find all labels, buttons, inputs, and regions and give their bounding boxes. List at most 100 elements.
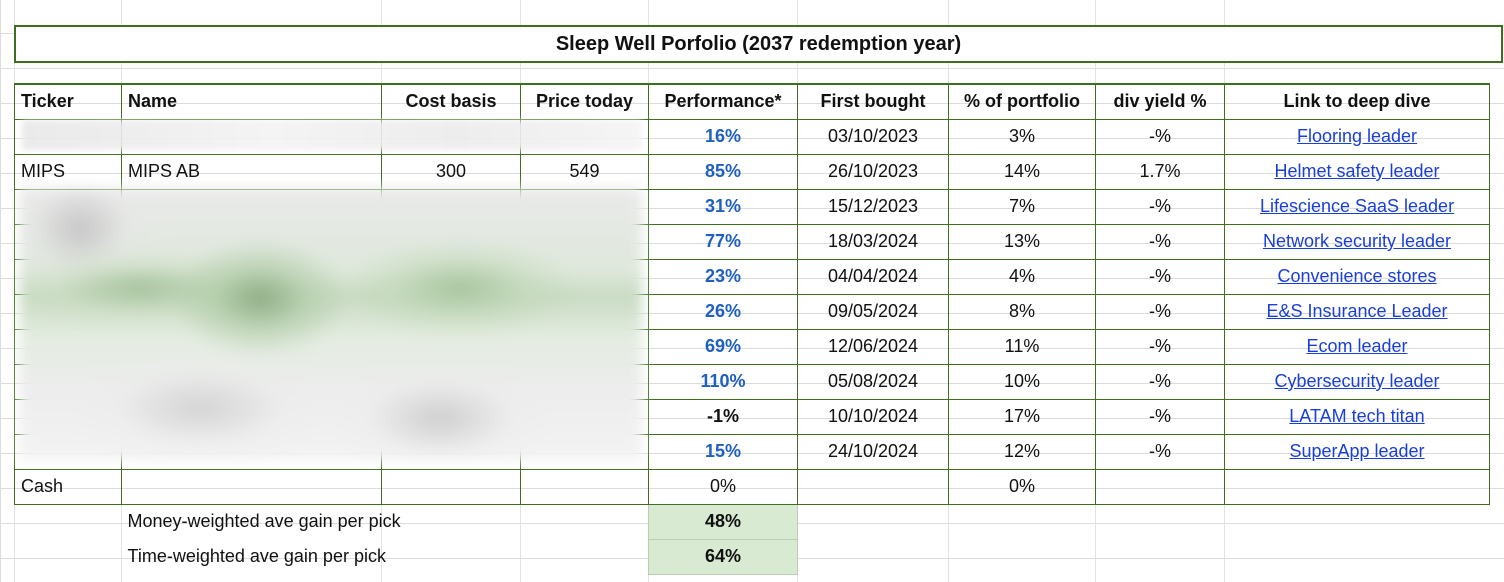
name-cell[interactable] <box>121 328 382 365</box>
performance-cell[interactable]: 16% <box>648 118 798 155</box>
link-cell[interactable]: Helmet safety leader <box>1224 153 1490 190</box>
name-cell[interactable] <box>121 188 382 225</box>
div-yield-cell[interactable]: -% <box>1095 293 1225 330</box>
pct-portfolio-cell[interactable]: 12% <box>948 433 1096 470</box>
first-bought-cell[interactable] <box>797 468 949 505</box>
name-cell[interactable] <box>121 398 382 435</box>
link-cell[interactable]: Lifescience SaaS leader <box>1224 188 1490 225</box>
first-bought-cell[interactable]: 09/05/2024 <box>797 293 949 330</box>
cost-basis-cell[interactable] <box>381 118 521 155</box>
pct-portfolio-cell[interactable]: 14% <box>948 153 1096 190</box>
ticker-cell[interactable] <box>14 328 122 365</box>
link-cell[interactable]: Flooring leader <box>1224 118 1490 155</box>
link-cell[interactable]: Convenience stores <box>1224 258 1490 295</box>
link-cell[interactable]: Network security leader <box>1224 223 1490 260</box>
first-bought-cell[interactable]: 18/03/2024 <box>797 223 949 260</box>
cash-label[interactable]: Cash <box>14 468 122 505</box>
empty-cell[interactable] <box>949 539 1096 574</box>
price-today-cell[interactable] <box>520 118 649 155</box>
summary-value[interactable]: 48% <box>648 503 798 540</box>
cost-basis-cell[interactable] <box>381 293 521 330</box>
empty-cell[interactable] <box>1096 504 1225 539</box>
empty-cell[interactable] <box>1096 539 1225 574</box>
pct-portfolio-cell[interactable]: 4% <box>948 258 1096 295</box>
performance-cell[interactable]: 26% <box>648 293 798 330</box>
deep-dive-link[interactable]: Helmet safety leader <box>1274 161 1440 181</box>
ticker-cell[interactable] <box>14 363 122 400</box>
first-bought-cell[interactable]: 05/08/2024 <box>797 363 949 400</box>
empty-cell[interactable] <box>1225 504 1490 539</box>
pct-portfolio-cell[interactable]: 3% <box>948 118 1096 155</box>
header-ticker[interactable]: Ticker <box>14 83 122 120</box>
name-cell[interactable] <box>121 468 382 505</box>
deep-dive-link[interactable]: E&S Insurance Leader <box>1266 301 1448 321</box>
performance-cell[interactable]: 23% <box>648 258 798 295</box>
deep-dive-link[interactable]: Convenience stores <box>1277 266 1437 286</box>
link-cell[interactable] <box>1224 468 1490 505</box>
cost-basis-cell[interactable] <box>381 433 521 470</box>
price-today-cell[interactable] <box>520 328 649 365</box>
ticker-cell[interactable] <box>14 223 122 260</box>
cost-basis-cell[interactable] <box>381 328 521 365</box>
div-yield-cell[interactable]: -% <box>1095 223 1225 260</box>
summary-value[interactable]: 64% <box>648 538 798 575</box>
ticker-cell[interactable] <box>14 258 122 295</box>
price-today-cell[interactable] <box>520 258 649 295</box>
performance-cell[interactable]: 69% <box>648 328 798 365</box>
pct-portfolio-cell[interactable]: 7% <box>948 188 1096 225</box>
header-name[interactable]: Name <box>121 83 382 120</box>
performance-cell[interactable]: 77% <box>648 223 798 260</box>
name-cell[interactable] <box>121 433 382 470</box>
pct-portfolio-cell[interactable]: 17% <box>948 398 1096 435</box>
pct-portfolio-cell[interactable]: 11% <box>948 328 1096 365</box>
cost-basis-cell[interactable]: 300 <box>381 153 521 190</box>
price-today-cell[interactable] <box>520 223 649 260</box>
div-yield-cell[interactable]: -% <box>1095 118 1225 155</box>
div-yield-cell[interactable]: -% <box>1095 363 1225 400</box>
first-bought-cell[interactable]: 26/10/2023 <box>797 153 949 190</box>
name-cell[interactable] <box>121 118 382 155</box>
div-yield-cell[interactable]: -% <box>1095 398 1225 435</box>
ticker-cell[interactable] <box>14 293 122 330</box>
deep-dive-link[interactable]: SuperApp leader <box>1289 441 1425 461</box>
first-bought-cell[interactable]: 04/04/2024 <box>797 258 949 295</box>
performance-cell[interactable]: 110% <box>648 363 798 400</box>
header-pct-portfolio[interactable]: % of portfolio <box>948 83 1096 120</box>
name-cell[interactable]: MIPS AB <box>121 153 382 190</box>
first-bought-cell[interactable]: 24/10/2024 <box>797 433 949 470</box>
first-bought-cell[interactable]: 15/12/2023 <box>797 188 949 225</box>
link-cell[interactable]: SuperApp leader <box>1224 433 1490 470</box>
price-today-cell[interactable] <box>520 188 649 225</box>
link-cell[interactable]: E&S Insurance Leader <box>1224 293 1490 330</box>
pct-portfolio-cell[interactable]: 8% <box>948 293 1096 330</box>
price-today-cell[interactable] <box>520 398 649 435</box>
empty-cell[interactable] <box>798 504 949 539</box>
empty-cell[interactable] <box>1225 539 1490 574</box>
div-yield-cell[interactable]: -% <box>1095 188 1225 225</box>
div-yield-cell[interactable]: -% <box>1095 433 1225 470</box>
deep-dive-link[interactable]: Cybersecurity leader <box>1274 371 1440 391</box>
deep-dive-link[interactable]: Flooring leader <box>1296 126 1418 146</box>
cost-basis-cell[interactable] <box>381 223 521 260</box>
price-today-cell[interactable] <box>520 363 649 400</box>
div-yield-cell[interactable]: -% <box>1095 328 1225 365</box>
cost-basis-cell[interactable] <box>381 468 521 505</box>
summary-label[interactable]: Money-weighted ave gain per pick <box>127 511 401 532</box>
header-div-yield[interactable]: div yield % <box>1095 83 1225 120</box>
cost-basis-cell[interactable] <box>381 188 521 225</box>
header-performance[interactable]: Performance* <box>648 83 798 120</box>
header-first-bought[interactable]: First bought <box>797 83 949 120</box>
header-cost-basis[interactable]: Cost basis <box>381 83 521 120</box>
price-today-cell[interactable] <box>520 293 649 330</box>
performance-cell[interactable]: 85% <box>648 153 798 190</box>
link-cell[interactable]: Cybersecurity leader <box>1224 363 1490 400</box>
first-bought-cell[interactable]: 10/10/2024 <box>797 398 949 435</box>
name-cell[interactable] <box>121 363 382 400</box>
empty-cell[interactable] <box>15 539 122 574</box>
cash-performance[interactable]: 0% <box>648 468 798 505</box>
name-cell[interactable] <box>121 293 382 330</box>
performance-cell[interactable]: 31% <box>648 188 798 225</box>
empty-cell[interactable] <box>15 504 122 539</box>
ticker-cell[interactable] <box>14 188 122 225</box>
div-yield-cell[interactable] <box>1095 468 1225 505</box>
